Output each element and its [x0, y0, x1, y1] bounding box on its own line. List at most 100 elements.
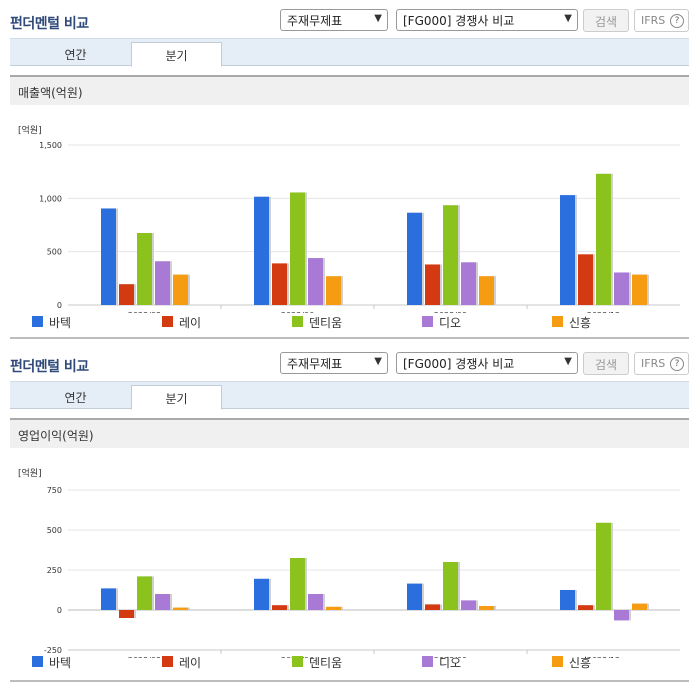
- bar[interactable]: [272, 605, 287, 610]
- bar[interactable]: [443, 205, 458, 305]
- chart-legend: 바텍 레이 덴티움 디오 신흥: [32, 654, 672, 670]
- bar[interactable]: [632, 603, 647, 610]
- legend-swatch: [552, 316, 563, 327]
- x-tick-label: 2023/06: [281, 311, 314, 313]
- bar[interactable]: [560, 590, 575, 610]
- bar[interactable]: [308, 258, 323, 305]
- bar[interactable]: [479, 606, 494, 610]
- peer-group-select[interactable]: [FG000] 경쟁사 비교 ▼: [396, 9, 578, 31]
- tab-annual[interactable]: 연간: [64, 391, 87, 405]
- chevron-down-icon: ▼: [374, 356, 382, 367]
- y-tick-label: 250: [47, 566, 62, 575]
- y-tick-label: 1,500: [39, 141, 62, 150]
- peer-group-value: [FG000] 경쟁사 비교: [403, 357, 515, 371]
- ifrs-label: IFRS: [641, 357, 666, 370]
- bar[interactable]: [173, 274, 188, 305]
- legend-label: 신흥: [569, 316, 592, 330]
- bar[interactable]: [137, 233, 152, 305]
- legend-swatch: [32, 316, 43, 327]
- bar[interactable]: [578, 605, 593, 610]
- y-tick-label: -250: [44, 646, 62, 655]
- bar[interactable]: [290, 558, 305, 610]
- legend-label: 레이: [179, 316, 202, 330]
- statement-type-value: 주재무제표: [287, 357, 343, 371]
- bar[interactable]: [326, 276, 341, 305]
- bar[interactable]: [173, 607, 188, 610]
- y-tick-label: 750: [47, 486, 62, 495]
- bar[interactable]: [155, 594, 170, 610]
- x-tick-label: 2023/09: [434, 656, 467, 658]
- period-tabs: 연간 분기: [10, 381, 689, 410]
- bar[interactable]: [560, 195, 575, 305]
- statement-type-select[interactable]: 주재무제표 ▼: [280, 9, 388, 31]
- panel-divider: [10, 337, 689, 339]
- search-button[interactable]: 검색: [583, 9, 629, 32]
- legend-label: 디오: [439, 316, 462, 330]
- bar[interactable]: [461, 262, 476, 305]
- x-tick-label: 2023/03: [128, 656, 161, 658]
- statement-type-select[interactable]: 주재무제표 ▼: [280, 352, 388, 374]
- chevron-down-icon: ▼: [374, 13, 382, 24]
- panel-title: 펀더멘털 비교: [10, 359, 89, 375]
- bar[interactable]: [101, 588, 116, 610]
- revenue-bar-chart: [억원] 0 500 1,000 1,500 2023/03 2023/06 2023/09 2…: [18, 124, 680, 313]
- bar[interactable]: [425, 604, 440, 610]
- panel-divider: [10, 680, 689, 682]
- chart-legend: 바텍 레이 덴티움 디오 신흥: [32, 314, 672, 330]
- question-circle-icon[interactable]: ?: [670, 357, 684, 371]
- y-unit-label: [억원]: [18, 124, 42, 136]
- bar[interactable]: [596, 522, 611, 610]
- bar[interactable]: [272, 263, 287, 305]
- metric-title: 영업이익(억원): [18, 429, 94, 443]
- bar[interactable]: [596, 173, 611, 305]
- legend-swatch: [162, 656, 173, 667]
- bar[interactable]: [614, 272, 629, 305]
- legend-swatch: [292, 316, 303, 327]
- bar[interactable]: [119, 610, 134, 618]
- legend-label: 레이: [179, 656, 202, 670]
- legend-swatch: [422, 316, 433, 327]
- bar[interactable]: [407, 212, 422, 305]
- bar[interactable]: [155, 261, 170, 305]
- x-tick-label: 2023/03: [128, 311, 161, 313]
- peer-group-select[interactable]: [FG000] 경쟁사 비교 ▼: [396, 352, 578, 374]
- bar[interactable]: [479, 276, 494, 305]
- legend-label: 디오: [439, 656, 462, 670]
- bar[interactable]: [137, 576, 152, 610]
- tab-quarterly[interactable]: 분기: [131, 385, 222, 410]
- bar[interactable]: [461, 600, 476, 610]
- bar[interactable]: [407, 583, 422, 610]
- legend-label: 신흥: [569, 656, 592, 670]
- fundamental-panel-operating-profit: 펀더멘털 비교 주재무제표 ▼ [FG000] 경쟁사 비교 ▼ 검색 IFRS…: [0, 351, 696, 681]
- ifrs-button[interactable]: IFRS ?: [634, 9, 689, 32]
- x-tick-label: 2023/12: [587, 656, 620, 658]
- chevron-down-icon: ▼: [564, 13, 572, 24]
- bar[interactable]: [326, 606, 341, 610]
- ifrs-label: IFRS: [641, 14, 666, 27]
- ifrs-button[interactable]: IFRS ?: [634, 352, 689, 375]
- bar[interactable]: [425, 264, 440, 305]
- bar[interactable]: [290, 192, 305, 305]
- bar[interactable]: [308, 594, 323, 610]
- operating-profit-bar-chart: [억원]-25002505007502023/032023/062023/092…: [18, 467, 680, 658]
- tab-quarterly[interactable]: 분기: [131, 42, 222, 67]
- question-circle-icon[interactable]: ?: [670, 14, 684, 28]
- legend-label: 바텍: [49, 316, 72, 330]
- legend-swatch: [162, 316, 173, 327]
- search-button[interactable]: 검색: [583, 352, 629, 375]
- legend-swatch: [422, 656, 433, 667]
- bar[interactable]: [578, 254, 593, 305]
- bar[interactable]: [443, 562, 458, 610]
- bar[interactable]: [119, 284, 134, 305]
- bar[interactable]: [254, 578, 269, 610]
- bar[interactable]: [254, 196, 269, 305]
- bar[interactable]: [101, 208, 116, 305]
- panel-title: 펀더멘털 비교: [10, 16, 89, 32]
- tab-annual[interactable]: 연간: [64, 48, 87, 62]
- bar[interactable]: [614, 610, 629, 621]
- y-tick-label: 1,000: [39, 194, 62, 203]
- metric-header: 영업이익(억원): [10, 418, 689, 448]
- panel-header: 펀더멘털 비교 주재무제표 ▼ [FG000] 경쟁사 비교 ▼ 검색 IFRS…: [0, 8, 696, 36]
- bar[interactable]: [632, 274, 647, 305]
- y-tick-label: 500: [47, 248, 62, 257]
